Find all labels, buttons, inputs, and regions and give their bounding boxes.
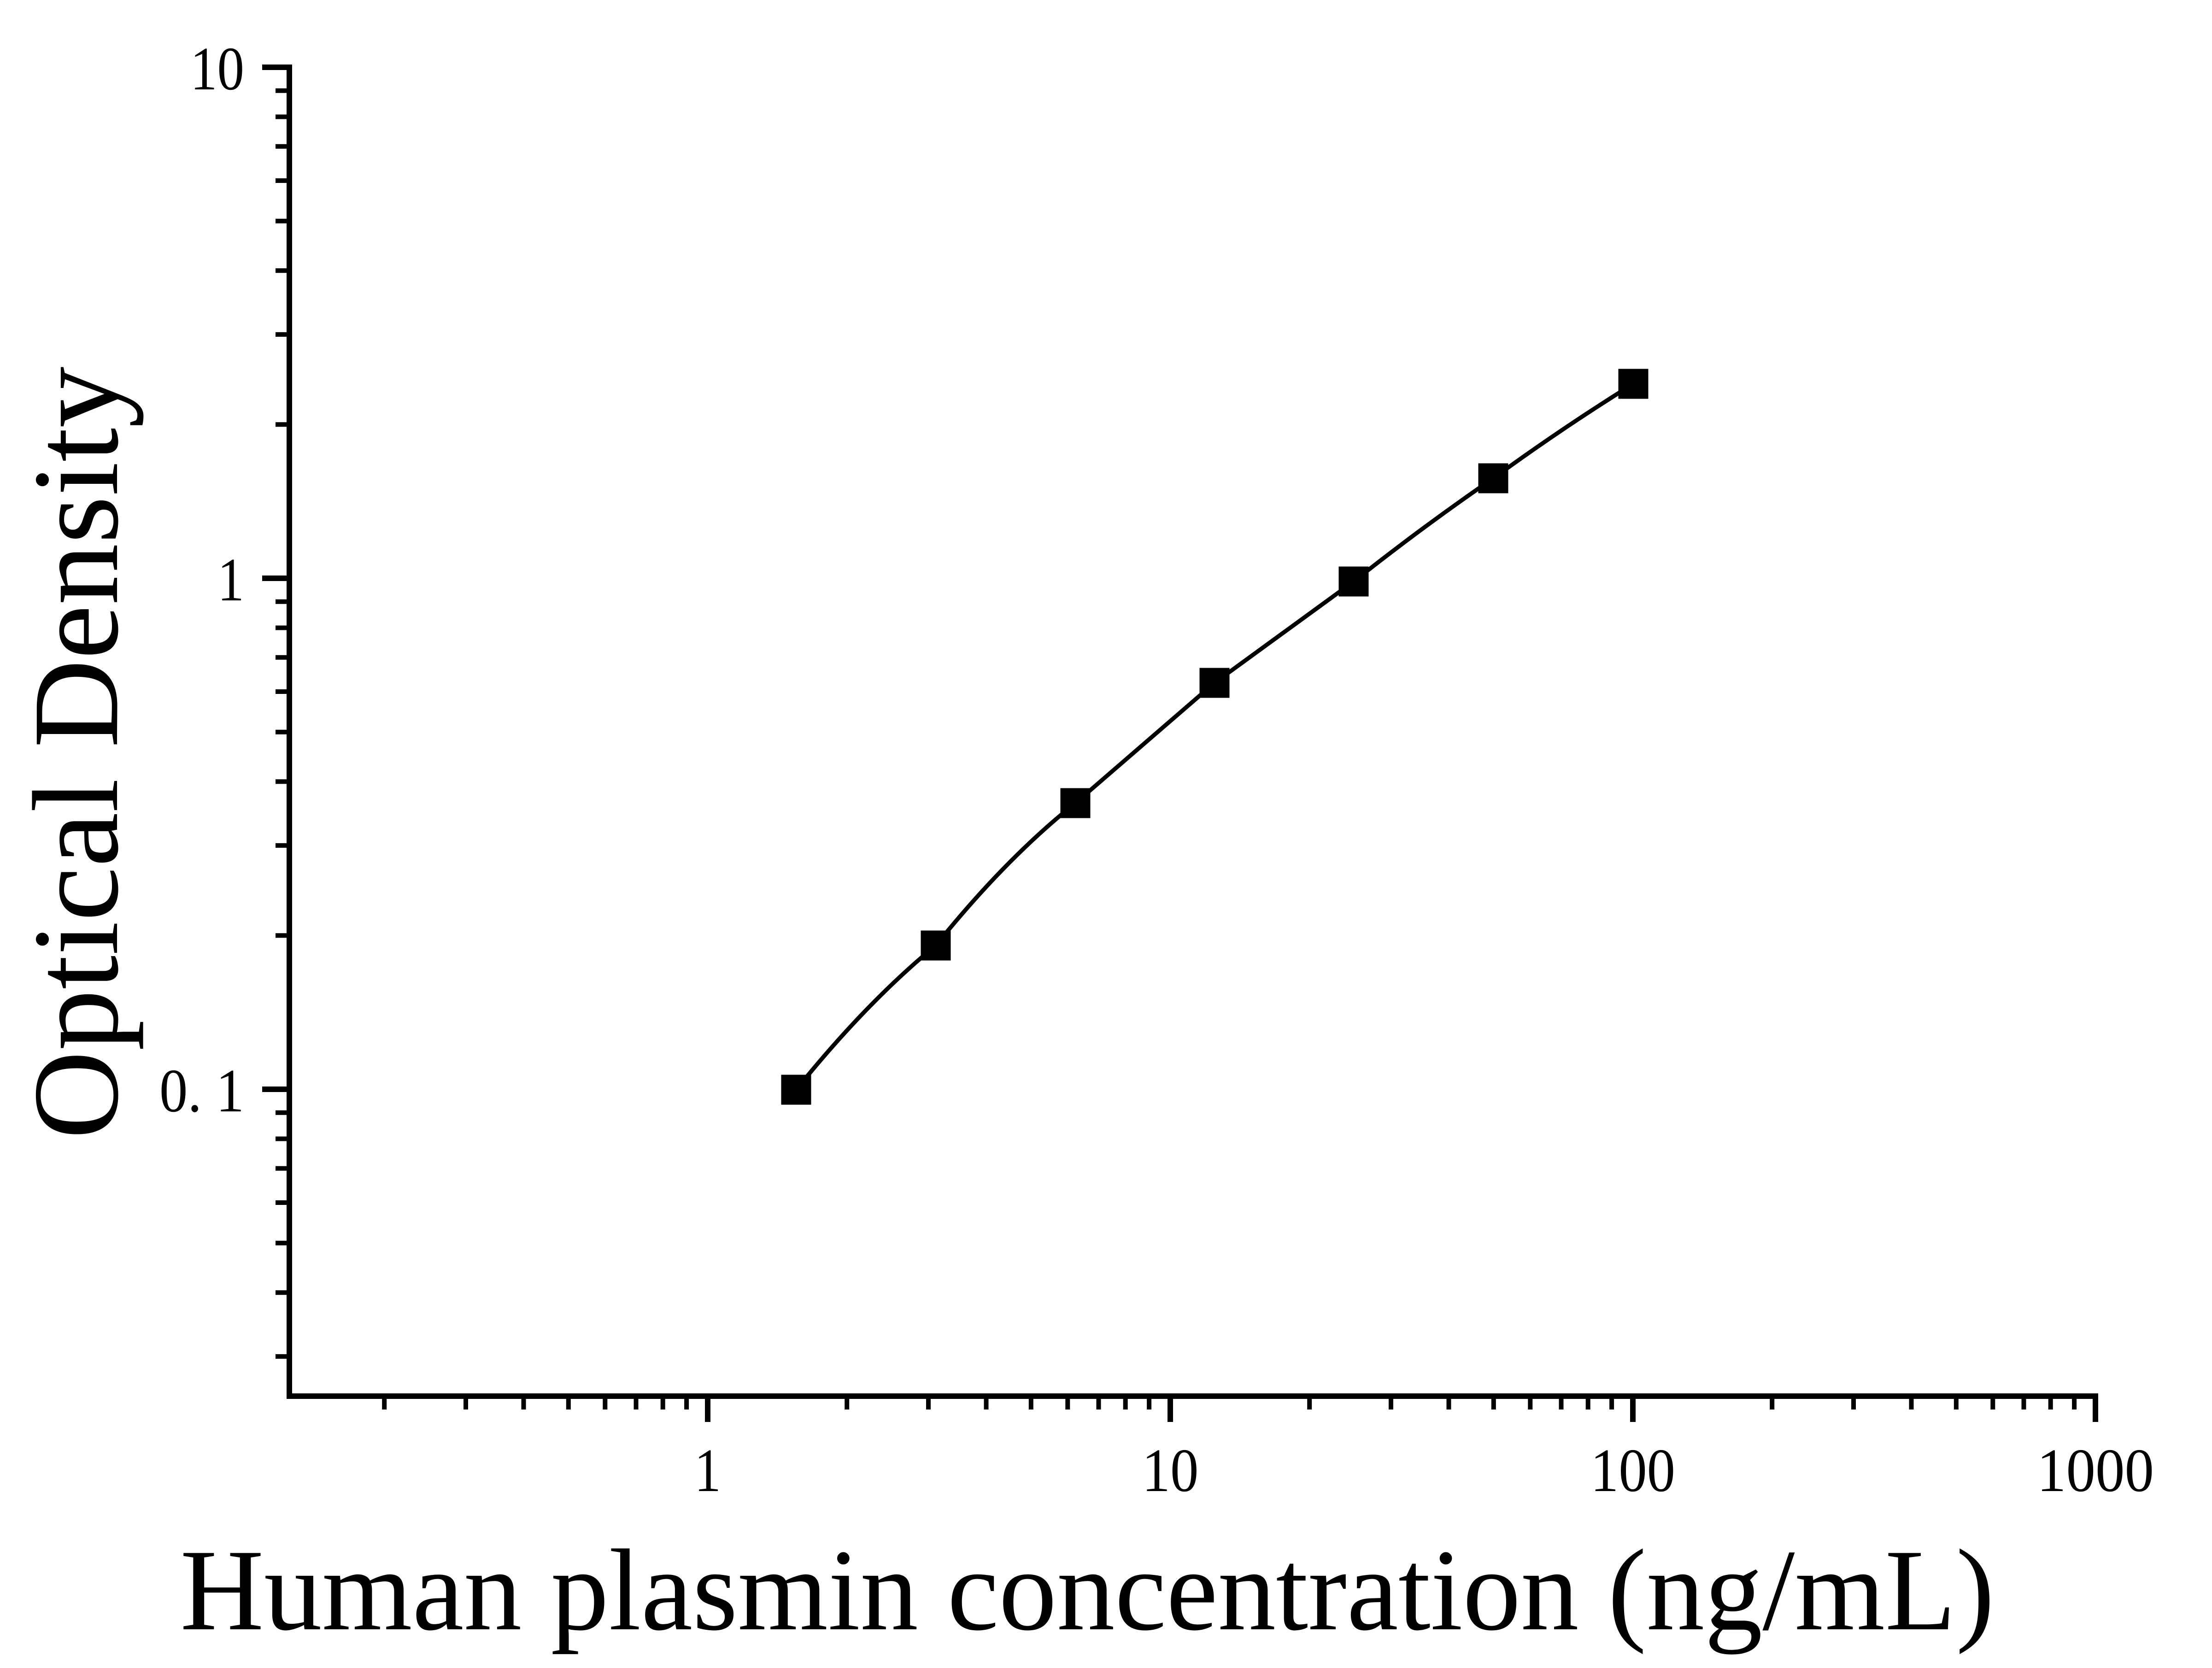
svg-text:0. 1: 0. 1 <box>159 1057 244 1125</box>
svg-text:10: 10 <box>1142 1436 1199 1504</box>
svg-text:1: 1 <box>694 1436 721 1504</box>
svg-text:Optical Density: Optical Density <box>8 367 144 1139</box>
svg-text:1000: 1000 <box>2037 1436 2154 1504</box>
svg-text:10: 10 <box>190 35 244 103</box>
svg-text:Human plasmin concentration (n: Human plasmin concentration (ng/mL) <box>180 1526 1995 1655</box>
svg-text:100: 100 <box>1590 1436 1675 1504</box>
svg-text:1: 1 <box>217 546 244 614</box>
